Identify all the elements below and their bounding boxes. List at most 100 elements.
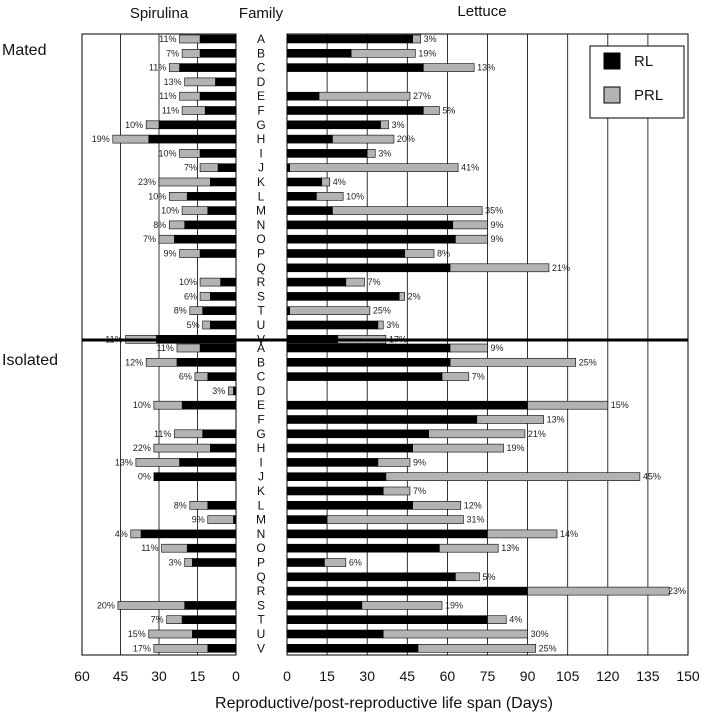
lettuce-pct-label-isolated-c: 7% [472, 372, 485, 382]
lettuce-prl-bar-isolated-g [428, 429, 526, 439]
spirulina-pct-label-isolated-d: 3% [212, 386, 225, 396]
spirulina-rl-bar-isolated-v [207, 643, 237, 653]
family-label-isolated-c: C [257, 370, 266, 384]
spirulina-prl-bar-isolated-u [148, 629, 193, 639]
lettuce-rl-bar-isolated-q [286, 572, 456, 582]
spirulina-rl-bar-isolated-j [153, 472, 237, 482]
lettuce-prl-bar-isolated-t [487, 615, 507, 625]
spirulina-pct-label-isolated-h: 22% [133, 443, 151, 453]
lettuce-prl-bar-isolated-i [377, 458, 411, 467]
family-label-isolated-a: A [257, 341, 265, 355]
spirulina-pct-label-isolated-u: 15% [128, 629, 146, 639]
lettuce-rl-bar-isolated-m [286, 515, 328, 524]
lettuce-rl-bar-mated-p [286, 249, 405, 258]
spirulina-tick-label: 15 [190, 668, 206, 684]
lettuce-pct-label-mated-r: 7% [368, 277, 381, 287]
group-label-mated: Mated [2, 42, 46, 59]
spirulina-pct-label-mated-d: 13% [164, 77, 182, 87]
family-label-mated-h: H [257, 132, 266, 146]
lettuce-rl-bar-isolated-i [286, 458, 379, 467]
spirulina-rl-bar-isolated-i [179, 458, 237, 467]
spirulina-prl-bar-isolated-t [166, 615, 183, 625]
lettuce-pct-label-isolated-g: 21% [528, 429, 546, 439]
lettuce-pct-label-mated-s: 2% [408, 291, 421, 301]
lettuce-prl-bar-mated-a [412, 34, 421, 44]
spirulina-prl-bar-isolated-s [117, 601, 185, 610]
lettuce-rl-bar-isolated-o [286, 543, 440, 553]
spirulina-prl-bar-isolated-d [228, 386, 234, 396]
lettuce-pct-label-isolated-i: 9% [413, 457, 426, 467]
spirulina-pct-label-isolated-j: 0% [138, 472, 151, 482]
lettuce-rl-bar-mated-g [286, 120, 381, 130]
lettuce-pct-label-isolated-n: 14% [560, 529, 578, 539]
family-label-mated-d: D [257, 75, 266, 89]
spirulina-rl-bar-isolated-c [207, 372, 237, 381]
lettuce-rl-bar-mated-q [286, 263, 451, 273]
family-label-mated-e: E [257, 89, 265, 103]
lettuce-rl-bar-isolated-l [286, 500, 413, 510]
spirulina-prl-bar-mated-r [199, 277, 221, 287]
lettuce-prl-bar-isolated-o [439, 543, 499, 553]
lettuce-pct-label-isolated-k: 7% [413, 486, 426, 496]
lettuce-pct-label-isolated-o: 13% [501, 543, 519, 553]
spirulina-pct-label-isolated-l: 8% [174, 500, 187, 510]
spirulina-rl-bar-isolated-g [202, 429, 237, 439]
spirulina-prl-bar-isolated-p [184, 558, 193, 567]
spirulina-prl-bar-mated-a [179, 34, 201, 44]
lettuce-pct-label-isolated-s: 19% [445, 600, 463, 610]
spirulina-rl-bar-isolated-o [186, 543, 237, 553]
family-label-isolated-i: I [259, 455, 262, 469]
spirulina-prl-bar-isolated-m [207, 515, 234, 524]
lettuce-rl-bar-mated-c [286, 63, 424, 72]
family-label-isolated-k: K [257, 484, 265, 498]
spirulina-pct-label-mated-j: 7% [184, 163, 197, 173]
lettuce-pct-label-isolated-h: 19% [507, 443, 525, 453]
lettuce-rl-bar-mated-n [286, 220, 454, 230]
lettuce-prl-bar-isolated-n [487, 529, 558, 539]
family-label-isolated-h: H [257, 441, 266, 455]
spirulina-pct-label-mated-p: 9% [164, 249, 177, 259]
spirulina-prl-bar-isolated-c [194, 372, 209, 381]
lettuce-pct-label-isolated-t: 4% [509, 615, 522, 625]
spirulina-prl-bar-isolated-n [130, 529, 142, 539]
spirulina-pct-label-isolated-c: 6% [179, 372, 192, 382]
lettuce-pct-label-mated-q: 21% [552, 263, 570, 273]
spirulina-pct-label-isolated-i: 13% [115, 457, 133, 467]
lettuce-tick-label: 60 [440, 668, 456, 684]
lettuce-prl-bar-mated-g [380, 120, 389, 130]
lettuce-tick-label: 0 [283, 668, 291, 684]
spirulina-prl-bar-isolated-b [145, 357, 178, 367]
lettuce-prl-bar-isolated-k [382, 486, 411, 496]
lettuce-prl-bar-mated-h [332, 134, 395, 144]
spirulina-rl-bar-mated-l [186, 192, 237, 201]
lettuce-rl-bar-isolated-u [286, 629, 384, 639]
lettuce-rl-bar-isolated-v [286, 643, 419, 653]
family-label-isolated-p: P [257, 556, 265, 570]
lettuce-pct-label-mated-t: 25% [373, 306, 391, 316]
lettuce-pct-label-mated-l: 10% [346, 191, 364, 201]
lettuce-rl-bar-mated-r [286, 277, 347, 287]
family-label-isolated-q: Q [256, 570, 265, 584]
lettuce-pct-label-mated-o: 9% [491, 234, 504, 244]
lettuce-rl-bar-isolated-a [286, 343, 451, 353]
spirulina-prl-bar-mated-u [202, 320, 211, 330]
lettuce-rl-bar-mated-i [286, 149, 368, 158]
lettuce-prl-bar-isolated-u [382, 629, 528, 639]
lettuce-prl-bar-isolated-v [417, 643, 536, 653]
spirulina-pct-label-isolated-s: 20% [97, 600, 115, 610]
lettuce-tick-label: 75 [480, 668, 496, 684]
spirulina-pct-label-mated-s: 6% [184, 291, 197, 301]
spirulina-pct-label-mated-c: 11% [149, 63, 166, 73]
spirulina-tick-label: 45 [113, 668, 129, 684]
lettuce-pct-label-isolated-p: 6% [349, 558, 362, 568]
lettuce-prl-bar-mated-u [377, 320, 384, 330]
spirulina-prl-bar-mated-l [168, 192, 188, 201]
family-label-isolated-b: B [257, 355, 265, 369]
family-label-isolated-l: L [258, 498, 265, 512]
spirulina-header: Spirulina [130, 5, 189, 22]
spirulina-pct-label-mated-g: 10% [125, 120, 143, 130]
lettuce-prl-bar-mated-o [455, 234, 488, 244]
family-label-mated-b: B [257, 46, 265, 60]
bar-layer [112, 34, 670, 653]
